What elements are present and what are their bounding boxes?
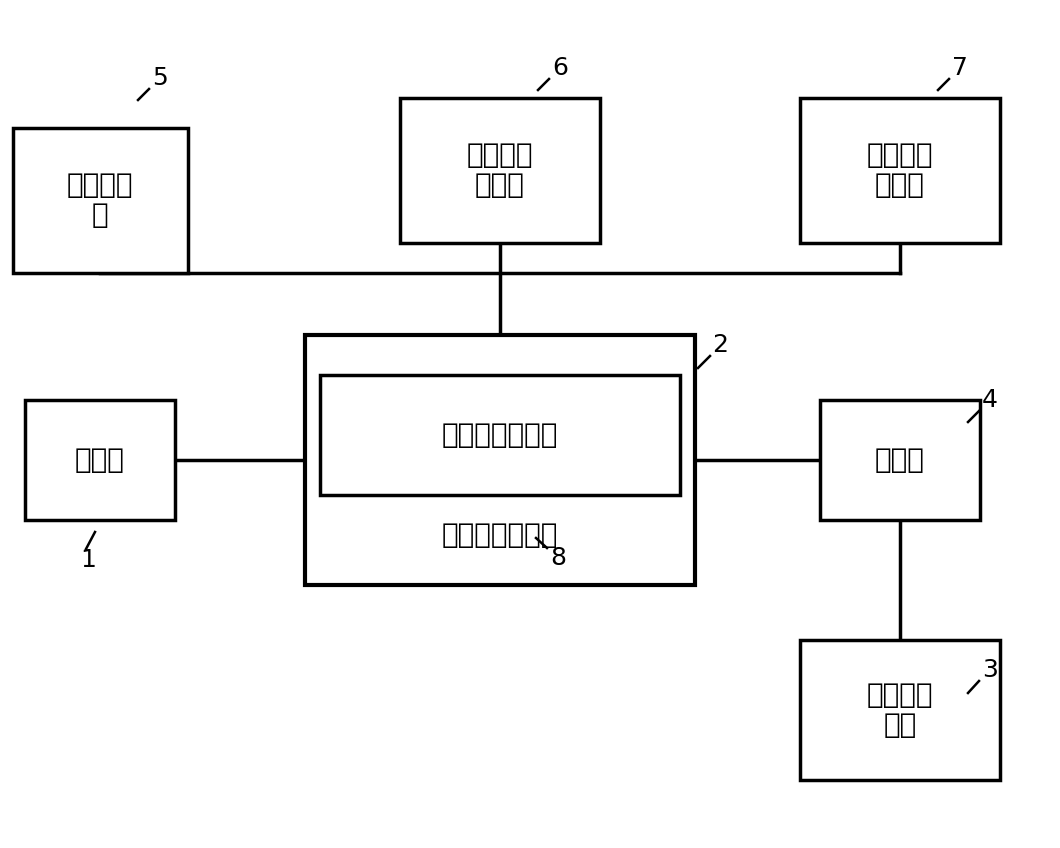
- Text: 6: 6: [552, 56, 568, 80]
- Text: 反应堆保: 反应堆保: [466, 141, 533, 169]
- Text: 8: 8: [550, 546, 566, 570]
- Text: 主汽阀: 主汽阀: [876, 446, 925, 474]
- Bar: [400, 98, 600, 243]
- Bar: [820, 400, 981, 520]
- Bar: [800, 640, 1000, 780]
- Text: 仿真机: 仿真机: [75, 446, 125, 474]
- Bar: [25, 400, 175, 520]
- Text: 统: 统: [91, 201, 108, 229]
- Text: 阀门调试: 阀门调试: [867, 681, 933, 709]
- Text: 2: 2: [712, 333, 728, 357]
- Bar: [800, 98, 1000, 243]
- Text: 1: 1: [81, 548, 96, 572]
- Text: 发电机保: 发电机保: [867, 141, 933, 169]
- Bar: [13, 127, 188, 272]
- Text: 汽轮机控制系统: 汽轮机控制系统: [442, 521, 559, 549]
- Bar: [320, 375, 681, 495]
- Text: 7: 7: [952, 56, 968, 80]
- Text: 护系统: 护系统: [475, 171, 525, 199]
- Text: 装置: 装置: [883, 711, 917, 739]
- Text: 汽轮机保护系统: 汽轮机保护系统: [442, 421, 559, 449]
- Text: 常规岛系: 常规岛系: [67, 171, 134, 199]
- Text: 3: 3: [982, 658, 997, 682]
- Text: 护系统: 护系统: [876, 171, 925, 199]
- Text: 4: 4: [982, 388, 999, 412]
- Bar: [305, 335, 695, 585]
- Text: 5: 5: [153, 66, 167, 90]
